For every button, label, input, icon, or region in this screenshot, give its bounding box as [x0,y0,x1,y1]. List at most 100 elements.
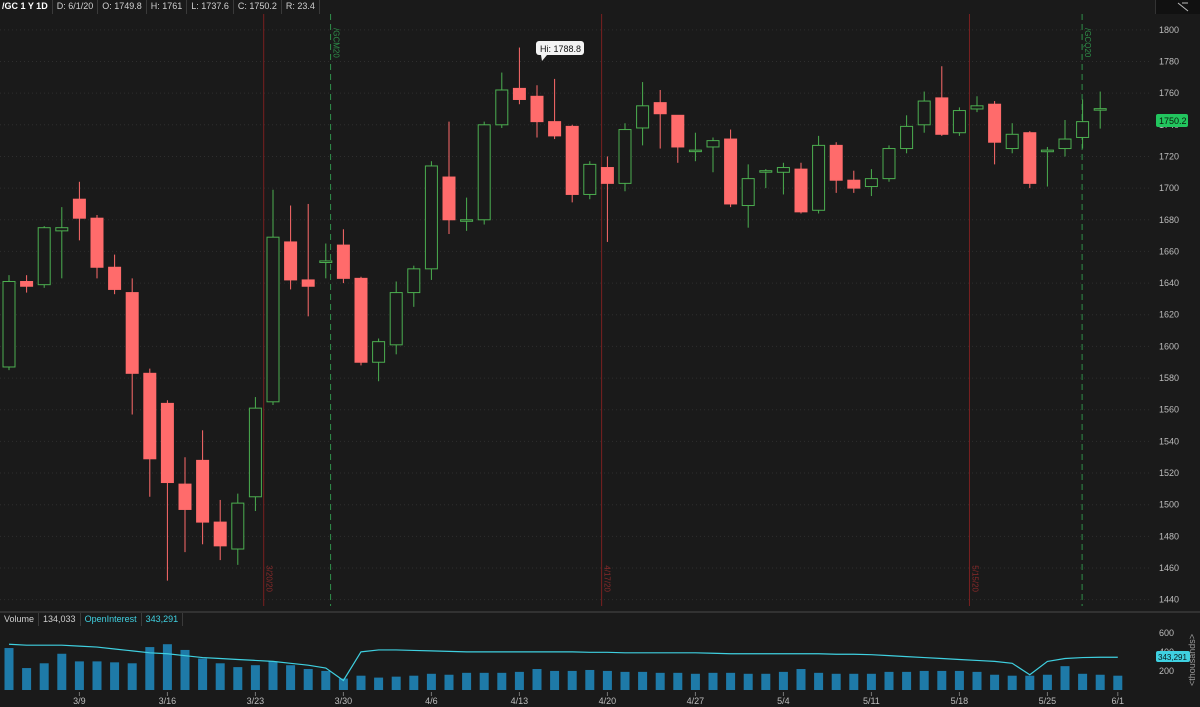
volume-bar [110,662,120,690]
date-tick-label: 5/4 [777,696,790,706]
event-line-label: 5/15/20 [970,565,979,592]
open-interest-label: OpenInterest [81,613,142,626]
candle [2,275,16,371]
candle [847,170,861,193]
volume-bar [1078,673,1088,690]
date-tick-label: 4/27 [687,696,705,706]
last-price-value: 1750.2 [1159,116,1187,126]
candle [636,82,650,146]
volume-bar [972,671,982,690]
price-tick-label: 1580 [1159,373,1179,383]
candle [970,96,984,113]
candle-body [460,219,474,222]
candle-body [266,236,280,403]
volume-bar [620,671,630,690]
candle-body [741,178,755,207]
candle [882,145,896,182]
low-readout: L: 1737.6 [187,0,234,14]
volume-bar [391,676,401,690]
candle [266,189,280,405]
candle-body [900,125,914,150]
event-line-label: 4/17/20 [603,565,612,592]
volume-bar [409,675,419,690]
volume-bar [1113,675,1123,690]
volume-bar [180,649,190,690]
candle-body [407,268,421,294]
candle-body [248,407,262,498]
candle [354,276,368,366]
candle-body [618,129,632,184]
date-tick-label: 4/13 [511,696,529,706]
candle [776,162,790,195]
candle-body [794,168,808,213]
candle-body [284,241,298,281]
candle [1023,131,1037,189]
chart-menu-button[interactable] [1155,0,1200,14]
volume-bar [884,671,894,690]
volume-bar [902,671,912,690]
candle-body [512,87,526,100]
candle [37,226,51,288]
volume-bar [162,644,172,690]
candle [178,457,192,553]
candle-body [495,89,509,126]
high-readout: H: 1761 [147,0,188,14]
volume-bar [4,648,14,690]
candle [1005,123,1019,154]
volume-bar [57,653,67,690]
candle [248,397,262,512]
price-tick-label: 1680 [1159,215,1179,225]
candle [1040,146,1054,187]
candle-body [108,266,122,290]
volume-bar [39,663,49,690]
volume-bar [268,661,278,690]
price-tick-label: 1780 [1159,56,1179,66]
volume-bar [356,675,366,690]
volume-bar [1095,674,1105,690]
candle-body [988,103,1002,143]
symbol-label[interactable]: /GC 1 Y 1D [0,0,53,14]
candle [460,197,474,231]
hi-callout-box [536,41,584,55]
candle-body [442,176,456,221]
close-readout: C: 1750.2 [234,0,282,14]
candle [143,368,157,497]
candle-body [231,502,245,550]
volume-tick-label: 600 [1159,628,1174,638]
open-interest-value: 343,291 [142,613,184,626]
candle-body [812,144,826,211]
date-axis: 3/9 3/16 3/23 3/30 4/6 4/13 4/20 4/27 5/4 5/11 5/1… [73,692,1124,706]
price-tick-label: 1640 [1159,278,1179,288]
candle [1093,91,1107,129]
price-tick-label: 1760 [1159,88,1179,98]
candle-body [196,459,210,523]
expand-icon [1177,2,1189,12]
volume-bars: 200400600 [4,628,1174,690]
volume-bar [462,672,472,690]
volume-bar [550,670,560,690]
candles [2,47,1107,581]
candle [618,123,632,192]
candle [706,137,720,173]
candle [196,430,210,545]
volume-bar [74,661,84,690]
hi-callout-pointer [541,55,547,61]
candle [213,499,227,561]
volume-bar [690,673,700,690]
volume-bar [1042,674,1052,690]
candle-body [970,105,984,110]
candle-body [548,121,562,137]
candle-body [301,279,315,287]
candle [160,400,174,581]
volume-bar [92,661,102,690]
event-line-label: 3/20/20 [265,565,274,592]
volume-bar [338,678,348,690]
date-tick-label: 4/20 [599,696,617,706]
candle-body [706,140,720,148]
volume-bar [726,672,736,690]
candle [671,114,685,163]
candle [495,72,509,128]
open-interest-line [8,643,1118,682]
